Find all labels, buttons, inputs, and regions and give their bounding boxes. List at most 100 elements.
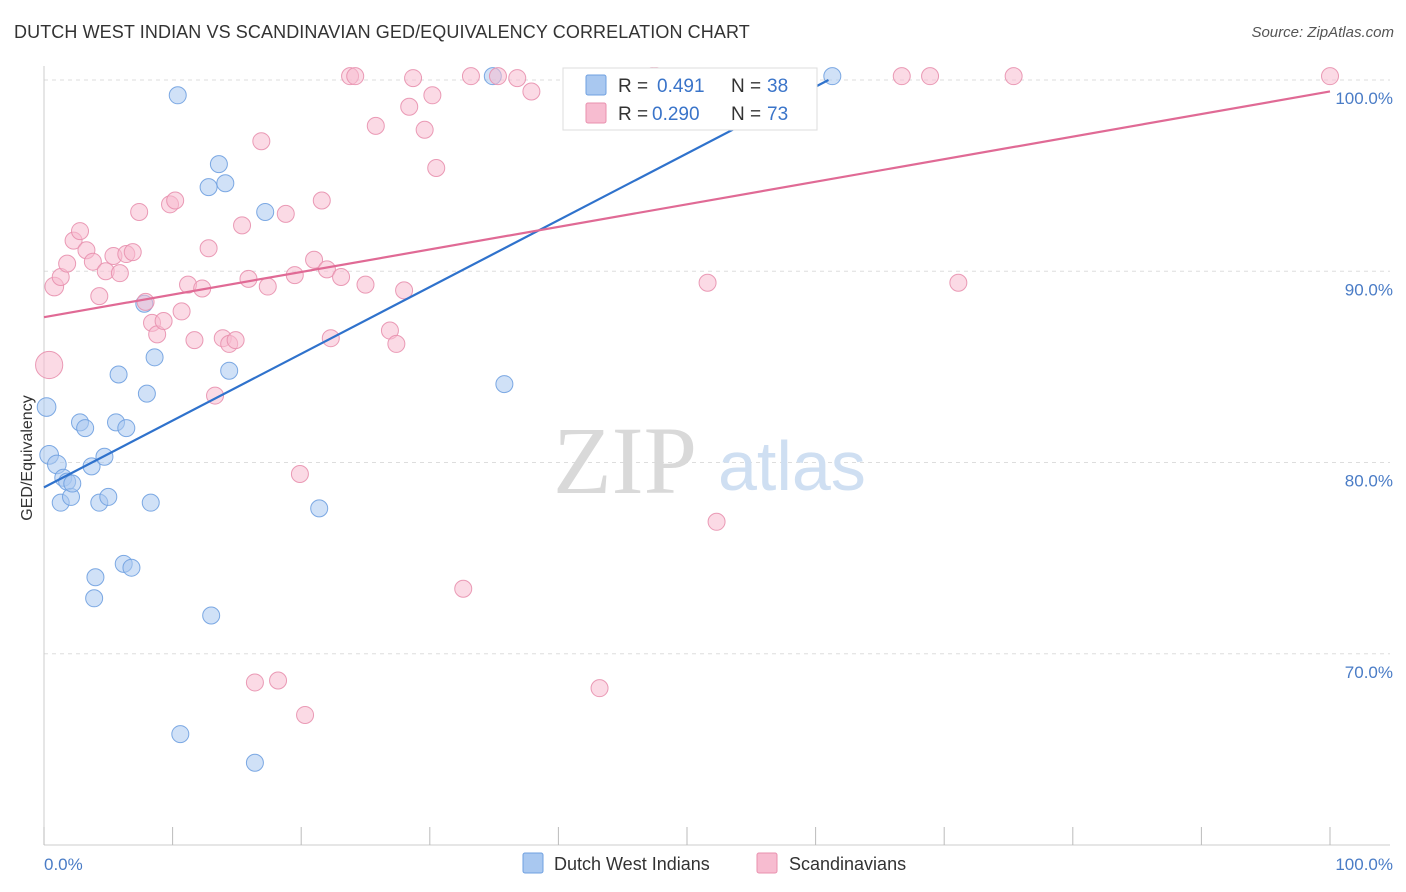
data-point [166, 191, 185, 210]
data-point [136, 292, 155, 311]
data-point [233, 216, 252, 235]
data-point [305, 250, 324, 269]
legend-swatch-scandinavian [585, 102, 607, 124]
legend-n-label-dutch: N = [731, 76, 761, 97]
legend-r-value-scandinavian: 0.290 [652, 104, 700, 125]
trend-lines [43, 79, 1331, 489]
data-point [256, 202, 275, 221]
data-point [245, 673, 264, 692]
data-point [239, 269, 258, 288]
data-point [366, 116, 385, 135]
data-point [488, 67, 507, 86]
legend-n-value-scandinavian: 73 [767, 104, 788, 125]
data-point [99, 487, 118, 506]
data-point [90, 287, 109, 306]
data-point [415, 120, 434, 139]
data-point [130, 202, 149, 221]
series-legend-label-scandinavian: Scandinavians [789, 854, 906, 874]
data-point [356, 275, 375, 294]
x-tick-label: 100.0% [1335, 855, 1393, 874]
trend-line-dutch-west-indians [43, 79, 829, 489]
data-point [154, 311, 173, 330]
series-scandinavians [35, 67, 1339, 724]
data-point [226, 331, 245, 350]
data-point [122, 558, 141, 577]
data-point [495, 375, 514, 394]
axes: 70.0% 80.0% 90.0% 100.0% 0.0% 100.0% [43, 66, 1393, 874]
data-point [346, 67, 365, 86]
legend-r-label-scandinavian: R = [618, 104, 648, 125]
data-point [117, 419, 136, 438]
trend-line-scandinavians [43, 90, 1331, 319]
data-point [296, 705, 315, 724]
data-point [137, 384, 156, 403]
data-point [949, 273, 968, 292]
data-point [276, 204, 295, 223]
data-point [1004, 67, 1023, 86]
data-point [423, 86, 442, 105]
data-point [1321, 67, 1339, 86]
data-point [461, 67, 480, 86]
data-point [698, 273, 717, 292]
data-point [71, 222, 90, 241]
data-point [63, 474, 82, 493]
data-point [454, 579, 473, 598]
data-point [141, 493, 160, 512]
data-point [110, 264, 129, 283]
data-point [168, 86, 187, 105]
y-tick-label: 90.0% [1345, 280, 1393, 299]
data-point [258, 277, 277, 296]
y-tick-label: 80.0% [1345, 472, 1393, 491]
legend-n-value-dutch: 38 [767, 76, 788, 97]
series-legend-swatch-scandinavian [756, 852, 778, 874]
legend-swatch-dutch [585, 74, 607, 96]
y-tick-label: 70.0% [1345, 663, 1393, 682]
x-tick-label: 0.0% [44, 855, 83, 874]
series-legend: Dutch West Indians Scandinavians [522, 852, 906, 874]
data-point [395, 281, 414, 300]
grid [44, 79, 1390, 655]
data-point [171, 725, 190, 744]
legend-n-label-scandinavian: N = [731, 104, 761, 125]
data-point [172, 302, 191, 321]
data-point [252, 132, 271, 151]
data-point [209, 155, 228, 174]
series-legend-swatch-dutch [522, 852, 544, 874]
data-point [216, 174, 235, 193]
source-label: Source: ZipAtlas.com [1251, 24, 1394, 41]
legend-r-value-dutch: 0.491 [657, 76, 705, 97]
data-point [109, 365, 128, 384]
data-point [85, 589, 104, 608]
legend-r-label-dutch: R = [618, 76, 648, 97]
points [35, 67, 1339, 772]
data-point [199, 178, 218, 197]
data-point [522, 82, 541, 101]
y-tick-label: 100.0% [1335, 89, 1393, 108]
data-point [427, 158, 446, 177]
data-point [508, 69, 527, 88]
data-point [892, 67, 911, 86]
data-point [36, 397, 57, 417]
data-point [400, 97, 419, 116]
data-point [245, 753, 264, 772]
data-point [199, 239, 218, 258]
data-point [404, 69, 423, 88]
data-point [123, 243, 142, 262]
data-point [310, 499, 329, 518]
data-point [332, 267, 351, 286]
y-axis-label: GED/Equivalency [19, 395, 36, 520]
data-point [590, 679, 609, 698]
data-point [220, 361, 239, 380]
data-point [269, 671, 288, 690]
correlation-legend: R = 0.491 N = 38 R = 0.290 N = 73 [562, 67, 818, 131]
data-point [83, 252, 102, 271]
watermark-atlas: atlas [718, 427, 866, 505]
data-point [35, 350, 64, 380]
data-point [387, 334, 406, 353]
data-point [185, 331, 204, 350]
data-point [145, 348, 164, 367]
watermark: ZIP atlas [553, 407, 866, 514]
data-point [312, 191, 331, 210]
data-point [921, 67, 940, 86]
